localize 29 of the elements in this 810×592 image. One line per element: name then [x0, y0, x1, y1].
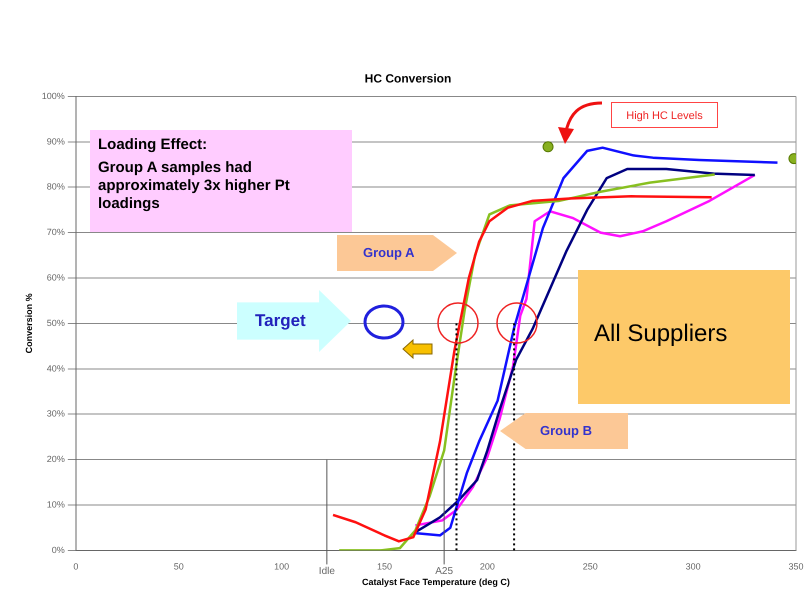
note-box: High HC Levels	[611, 102, 718, 128]
y-tick-label: 30%	[46, 408, 65, 419]
y-tick-label: 20%	[46, 454, 65, 464]
y-tick-label: 0%	[52, 544, 65, 555]
y-tick-label: 100%	[42, 90, 65, 101]
x-tick-label: 100	[274, 561, 290, 572]
y-axis-title: Conversion %	[24, 293, 34, 354]
x-tick-label: 350	[788, 561, 804, 572]
y-tick-label: 70%	[46, 227, 65, 238]
x-tick-label: 200	[480, 561, 495, 572]
ref-line-label: Idle	[318, 566, 336, 578]
x-tick-label: 250	[582, 561, 598, 572]
x-tick-label: 300	[686, 561, 701, 572]
x-tick-label: 0	[73, 561, 78, 572]
chart-title: HC Conversion	[364, 72, 452, 86]
note-box: All Suppliers	[578, 270, 790, 404]
y-tick-label: 80%	[46, 182, 65, 192]
x-axis-title: Catalyst Face Temperature (deg C)	[362, 577, 510, 588]
annotation: Group A samples had approximately 3x higher Pt loadings	[98, 159, 291, 213]
y-tick-label: 60%	[46, 272, 65, 282]
annotation: Loading Effect:	[98, 136, 208, 153]
x-tick-label: 50	[174, 561, 184, 572]
y-tick-label: 50%	[46, 318, 65, 328]
x-tick-label: 150	[376, 561, 392, 572]
y-tick-label: 10%	[46, 499, 65, 510]
y-tick-label: 40%	[46, 363, 65, 374]
y-tick-label: 90%	[46, 136, 65, 146]
note-box: Loading Effect: Group A samples had approximately 3x higher Pt loadings	[90, 130, 352, 232]
ref-line-label: A25	[435, 566, 454, 578]
